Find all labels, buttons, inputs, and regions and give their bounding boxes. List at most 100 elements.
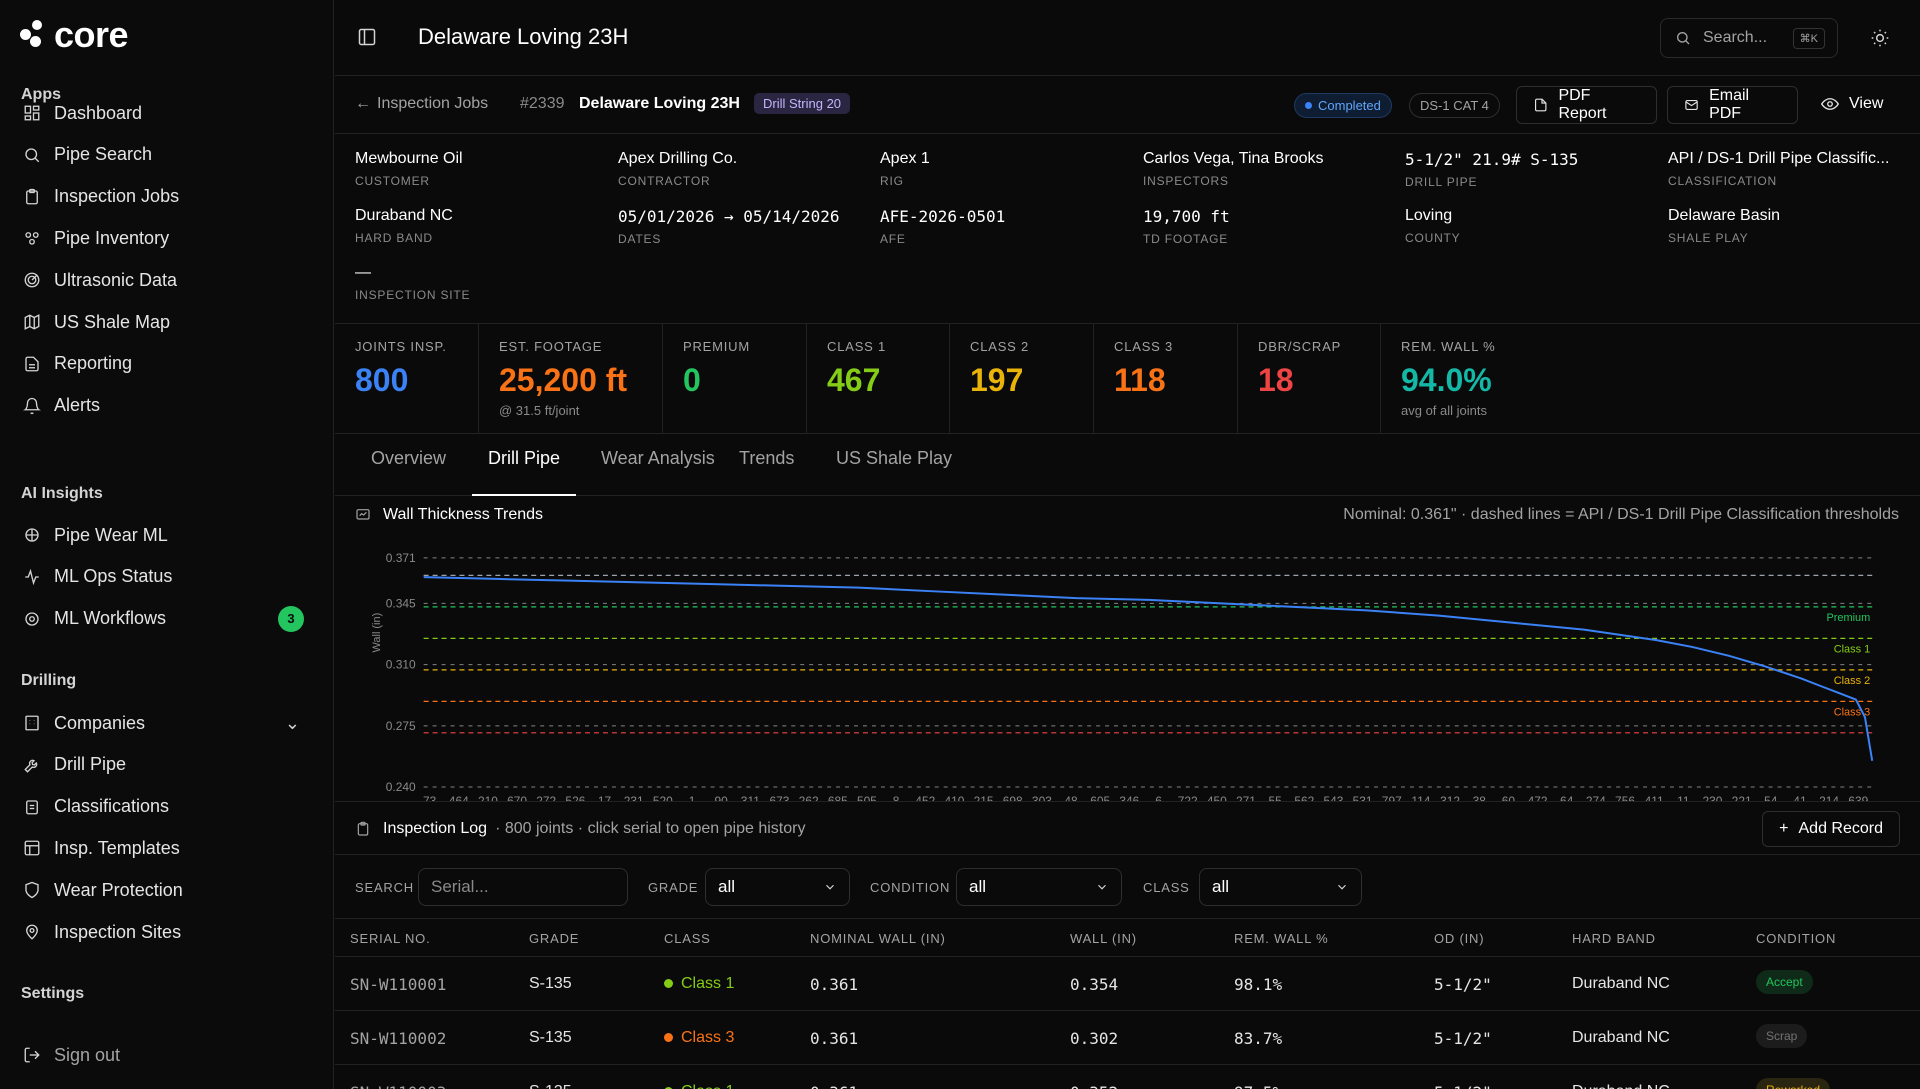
grade-select[interactable]: all: [705, 868, 850, 906]
info-hard-band: Duraband NC HARD BAND: [355, 207, 615, 245]
info-value: Loving: [1405, 207, 1453, 224]
tab-drill-pipe[interactable]: Drill Pipe: [472, 448, 577, 496]
sidebar-item-us-shale-map[interactable]: US Shale Map: [12, 303, 318, 341]
back-link[interactable]: ← Inspection Jobs: [355, 95, 488, 113]
y-tick-label: 0.345: [386, 596, 416, 610]
x-tick-label: 303: [1032, 794, 1052, 802]
stat-rem-wall: REM. WALL % 94.0% avg of all joints: [1381, 324, 1541, 434]
sidebar-item-label: Dashboard: [54, 102, 143, 123]
sidebar-item-pipe-search[interactable]: Pipe Search: [12, 136, 318, 174]
stat-label: DBR/SCRAP: [1258, 339, 1342, 354]
od-cell: 5-1/2": [1434, 1083, 1492, 1089]
serial-search-input[interactable]: Serial...: [418, 868, 628, 906]
x-tick-label: 55: [1269, 794, 1283, 802]
sidebar-item-label: Pipe Inventory: [54, 227, 170, 248]
view-button[interactable]: View: [1821, 95, 1883, 113]
column-header-hard-band[interactable]: HARD BAND: [1572, 931, 1656, 946]
column-header-od-in[interactable]: OD (IN): [1434, 931, 1485, 946]
y-tick-label: 0.310: [386, 658, 416, 672]
sidebar-item-ultrasonic-data[interactable]: Ultrasonic Data: [12, 261, 318, 299]
logo[interactable]: core: [20, 14, 129, 56]
sidebar-item-label: Alerts: [54, 395, 101, 416]
table-row[interactable]: SN-W110003 S-135 Class 1 0.361 0.352 97.5% 5-1…: [335, 1065, 1920, 1089]
x-tick-label: 41: [1793, 794, 1807, 802]
sidebar-item-inspection-sites[interactable]: Inspection Sites: [12, 913, 318, 951]
info-drill-pipe: 5-1/2" 21.9# S-135 DRILL PIPE: [1405, 150, 1665, 189]
sidebar-item-reporting[interactable]: Reporting: [12, 345, 318, 383]
x-tick-label: 54: [1764, 794, 1778, 802]
sidebar-item-dashboard[interactable]: Dashboard: [12, 94, 318, 132]
add-record-label: Add Record: [1798, 820, 1884, 837]
column-header-serial-no[interactable]: SERIAL NO.: [350, 931, 431, 946]
sidebar-item-alerts[interactable]: Alerts: [12, 387, 318, 425]
sidebar-item-label: Drill Pipe: [54, 754, 127, 775]
view-label: View: [1849, 95, 1884, 112]
info-label: COUNTY: [1405, 231, 1461, 245]
sidebar-item-insp-templates[interactable]: Insp. Templates: [12, 829, 318, 867]
stat-value: 800: [355, 362, 409, 398]
x-tick-label: 543: [1323, 794, 1343, 802]
sidebar-item-companies[interactable]: Companies ⌄: [12, 704, 318, 742]
sidebar-item-pipe-wear-ml[interactable]: Pipe Wear ML: [12, 516, 318, 554]
table-row[interactable]: SN-W110002 S-135 Class 3 0.361 0.302 83.7% 5-1…: [335, 1011, 1920, 1065]
hardband-cell: Duraband NC: [1572, 1029, 1670, 1046]
info-label: RIG: [880, 174, 904, 188]
info-customer: Mewbourne Oil CUSTOMER: [355, 150, 615, 188]
settings-section-label[interactable]: Settings: [21, 985, 85, 1002]
table-row[interactable]: SN-W110001 S-135 Class 1 0.361 0.354 98.1% 5-1…: [335, 957, 1920, 1011]
x-tick-label: 526: [565, 794, 585, 802]
x-tick-label: 450: [1207, 794, 1227, 802]
sidebar-item-ml-ops-status[interactable]: ML Ops Status: [12, 558, 318, 596]
info-county: Loving COUNTY: [1405, 207, 1665, 245]
condition-badge: Scrap: [1756, 1024, 1808, 1048]
serial-cell[interactable]: SN-W110001: [350, 975, 447, 994]
class-select[interactable]: all: [1199, 868, 1362, 906]
tab-us-shale-play[interactable]: US Shale Play: [836, 448, 953, 468]
tab-trends[interactable]: Trends: [739, 448, 795, 468]
sidebar-item-label: US Shale Map: [54, 311, 171, 332]
condition-badge: Accept: [1756, 970, 1813, 994]
column-header-class[interactable]: CLASS: [664, 931, 711, 946]
tab-wear-analysis[interactable]: Wear Analysis: [601, 448, 715, 468]
column-header-rem-wall[interactable]: REM. WALL %: [1234, 931, 1329, 946]
column-header-condition[interactable]: CONDITION: [1756, 931, 1837, 946]
sidebar-item-ml-workflows[interactable]: ML Workflows 3: [12, 600, 318, 638]
inspection-log-header: Inspection Log · 800 joints · click seri…: [335, 803, 1920, 855]
x-tick-label: 639: [1848, 794, 1868, 802]
sidebar-item-drill-pipe[interactable]: Drill Pipe: [12, 746, 318, 784]
activity-icon: [22, 567, 42, 587]
add-record-button[interactable]: + Add Record: [1762, 811, 1900, 847]
cubes-icon: [22, 228, 42, 248]
grade-filter-label: GRADE: [648, 880, 699, 895]
column-header-wall-in[interactable]: WALL (IN): [1070, 931, 1137, 946]
x-tick-label: 670: [507, 794, 527, 802]
serial-cell[interactable]: SN-W110003: [350, 1083, 446, 1089]
list-icon: [22, 797, 42, 817]
condition-select[interactable]: all: [956, 868, 1122, 906]
sidebar-item-wear-protection[interactable]: Wear Protection: [12, 871, 318, 909]
clipboard-icon: [357, 821, 369, 836]
radar-icon: [22, 270, 42, 290]
info-classification: API / DS-1 Drill Pipe Classific... CLASSI…: [1668, 150, 1908, 188]
pdf-report-button[interactable]: PDF Report: [1516, 86, 1657, 124]
rem-wall-cell: 97.5%: [1234, 1083, 1282, 1089]
sidebar-item-pipe-inventory[interactable]: Pipe Inventory: [12, 219, 318, 257]
file-icon: [1534, 98, 1547, 112]
sidebar-toggle-button[interactable]: [357, 27, 379, 49]
x-tick-label: 231: [624, 794, 644, 802]
global-search-input[interactable]: Search... ⌘K: [1660, 18, 1838, 58]
chart-header: Wall Thickness Trends Nominal: 0.361" · …: [335, 496, 1920, 534]
theme-toggle-button[interactable]: [1870, 28, 1890, 48]
x-tick-label: 215: [974, 794, 994, 802]
column-header-nominal-wall-in[interactable]: NOMINAL WALL (IN): [810, 931, 946, 946]
email-pdf-button[interactable]: Email PDF: [1667, 86, 1798, 124]
sidebar-item-classifications[interactable]: Classifications: [12, 788, 318, 826]
sidebar-item-inspection-jobs[interactable]: Inspection Jobs: [12, 178, 318, 216]
table-header: SERIAL NO. GRADE CLASS NOMINAL WALL (IN) WAL…: [335, 919, 1920, 957]
tab-overview[interactable]: Overview: [371, 448, 447, 468]
serial-cell[interactable]: SN-W110002: [350, 1029, 447, 1048]
column-header-grade[interactable]: GRADE: [529, 931, 580, 946]
signout-button[interactable]: Sign out: [12, 1036, 318, 1074]
chevron-down-icon[interactable]: ⌄: [284, 712, 300, 733]
chart-icon: [356, 509, 370, 520]
